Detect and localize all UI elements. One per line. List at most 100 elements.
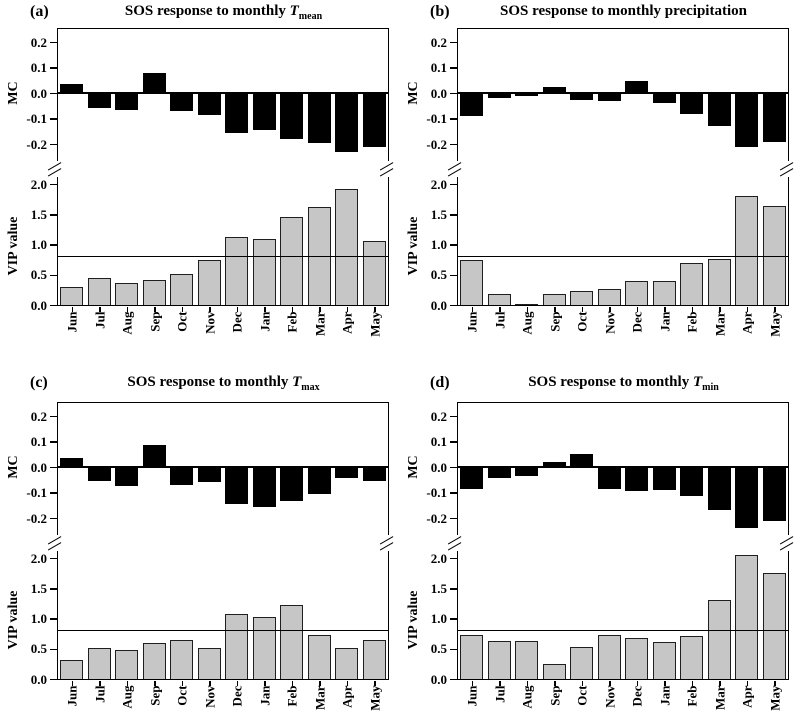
mc-bar-dec [225, 467, 249, 504]
month-label-dec: Dec [629, 685, 645, 707]
mc-ytick [50, 415, 57, 418]
plot-frame [47, 402, 394, 680]
vip-ytick [50, 588, 57, 590]
mc-ytick-label: 0.2 [430, 408, 447, 424]
mc-axis-label: MC [406, 81, 421, 105]
x-axis-tick [181, 307, 183, 312]
month-label-mar: Mar [712, 311, 728, 337]
x-axis-tick [154, 307, 156, 312]
vip-bar-feb [280, 604, 304, 679]
mc-zero-line [458, 92, 788, 94]
vip-bar-jun [460, 259, 484, 305]
mc-ytick [450, 67, 457, 69]
mc-bar-jul [87, 467, 111, 482]
month-label-sep: Sep [147, 685, 163, 706]
mc-ytick [50, 41, 57, 44]
mc-zero-line [58, 466, 388, 468]
x-axis-tick [746, 307, 748, 312]
x-axis-tick [126, 681, 128, 686]
panel-letter-label: (c) [30, 374, 48, 391]
mc-ytick [450, 492, 457, 494]
mc-bar-jun [460, 93, 484, 116]
vip-ytick [50, 557, 57, 560]
mc-bar-may [362, 93, 386, 147]
vip-ytick-label: 1.0 [430, 237, 447, 252]
chart-title-text: SOS response to monthly [127, 374, 293, 390]
mc-bar-feb [280, 93, 304, 139]
mc-bar-aug [515, 467, 539, 476]
month-label-oct: Oct [574, 311, 590, 332]
chart-title: SOS response to monthly precipitation [457, 3, 790, 20]
mc-bar-sep [542, 87, 566, 93]
vip-bar-aug [115, 282, 139, 305]
mc-ytick [450, 415, 457, 418]
mc-ytick-label: -0.2 [26, 136, 47, 152]
mc-ytick-label: -0.2 [426, 136, 447, 152]
month-label-jun: Jun [64, 685, 80, 707]
x-axis-tick [264, 307, 266, 312]
month-label-mar: Mar [312, 685, 328, 711]
vip-ytick [450, 618, 457, 620]
vip-bar-feb [680, 636, 704, 679]
vip-ytick-label: 2.0 [30, 550, 47, 566]
panel-a: (a) SOS response to monthly Tmean 0.2 0.1 0.… [0, 0, 400, 360]
mc-ytick-label: 0.1 [30, 60, 47, 75]
month-label-jan: Jan [257, 311, 273, 332]
mc-bar-oct [170, 467, 194, 485]
mc-bar-apr [335, 93, 359, 152]
vip-bar-dec [225, 614, 249, 679]
vip-bar-apr [335, 189, 359, 305]
vip-ytick-label: 0.5 [430, 641, 447, 657]
x-axis-tick [581, 681, 583, 686]
vip-ytick [450, 648, 457, 650]
mc-ytick-label: 0.0 [430, 459, 447, 475]
x-axis-tick [609, 307, 611, 312]
mc-ytick [450, 118, 457, 120]
month-label-aug: Aug [119, 685, 135, 709]
chart-title-text: SOS response to monthly precipitation [500, 3, 747, 19]
mc-zero-line [458, 466, 788, 468]
month-label-jul: Jul [92, 685, 108, 703]
mc-bar-oct [570, 93, 594, 100]
vip-bar-jan [252, 239, 276, 305]
panel-d: (d) SOS response to monthly Tmin 0.2 0.1 0.0… [400, 361, 800, 721]
month-label-dec: Dec [229, 685, 245, 707]
mc-ytick-label: 0.2 [30, 408, 47, 424]
month-label-jan: Jan [657, 311, 673, 332]
vip-bar-sep [542, 293, 566, 305]
chart-title-subscript: min [702, 382, 719, 393]
mc-ytick [450, 441, 457, 443]
x-axis-tick [71, 681, 73, 686]
mc-ytick [50, 143, 57, 146]
x-axis-tick [636, 681, 638, 686]
mc-bar-apr [735, 467, 759, 529]
x-axis-tick [526, 681, 528, 686]
month-label-jul: Jul [492, 685, 508, 703]
x-axis-tick [319, 307, 321, 312]
plot-frame [47, 28, 394, 306]
vip-ytick-label: 1.5 [30, 580, 47, 596]
mc-bar-jul [487, 467, 511, 479]
mc-bar-sep [542, 461, 566, 467]
month-label-may: May [767, 685, 783, 711]
vip-ytick-label: 0.5 [430, 267, 447, 283]
vip-ytick [50, 618, 57, 620]
panel-b: (b) SOS response to monthly precipitation… [400, 0, 800, 360]
x-axis-tick [664, 681, 666, 686]
month-label-nov: Nov [602, 311, 618, 334]
mc-ytick [50, 441, 57, 443]
vip-bar-jan [652, 642, 676, 679]
mc-axis-label: MC [6, 81, 21, 105]
vip-bar-aug [515, 303, 539, 305]
vip-ytick [450, 678, 457, 681]
month-label-nov: Nov [202, 311, 218, 334]
mc-ytick [450, 466, 457, 469]
month-label-jan: Jan [657, 685, 673, 706]
vip-ytick [50, 304, 57, 307]
vip-ytick-label: 1.0 [30, 237, 47, 252]
vip-bar-jul [87, 647, 111, 679]
vip-threshold-line [458, 255, 788, 258]
vip-bar-nov [597, 635, 621, 679]
vip-bar-mar [707, 600, 731, 679]
